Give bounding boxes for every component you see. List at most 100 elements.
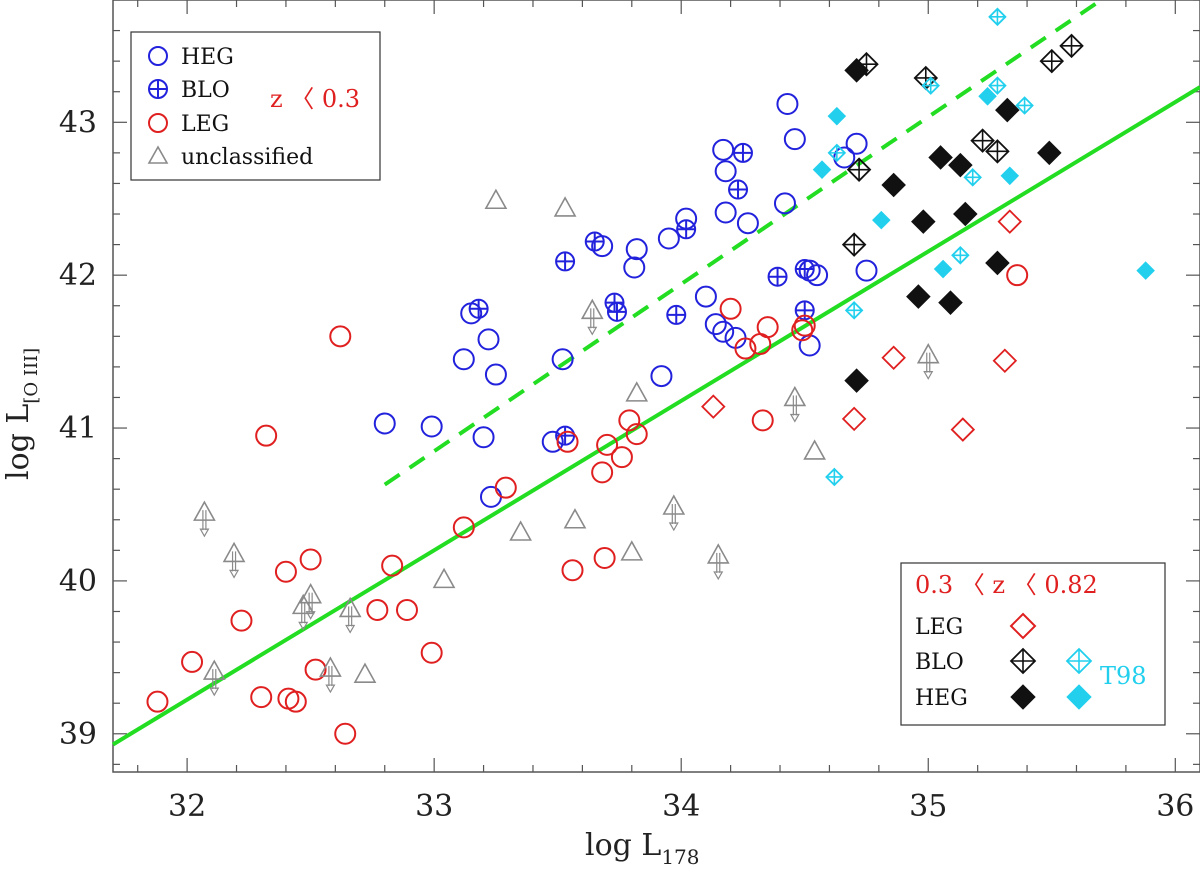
y-tick-label: 43: [59, 105, 97, 140]
legend-z-label: z 〈 0.3: [270, 85, 360, 113]
data-point: [841, 232, 867, 257]
data-point: [992, 348, 1018, 374]
data-point: [988, 7, 1007, 27]
data-point: [732, 142, 753, 163]
data-point-triangle: [291, 593, 315, 615]
data-point-triangle: [432, 567, 456, 589]
data-point-diamond: [948, 152, 973, 178]
data-point: [756, 316, 779, 339]
data-point: [477, 328, 500, 351]
data-point-diamond: [933, 259, 953, 279]
data-point: [953, 201, 978, 227]
data-point: [1039, 48, 1065, 74]
data-point-triangle: [620, 540, 644, 561]
data-point: [881, 345, 906, 370]
data-point: [855, 259, 878, 282]
upper-limit-arrow-head: [199, 528, 210, 538]
data-point: [553, 196, 577, 217]
data-point-diamond: [928, 145, 953, 170]
data-point: [193, 500, 216, 538]
series-heg-0-3-z-0-82: [844, 58, 1062, 393]
data-point: [657, 227, 680, 250]
data-point: [353, 662, 377, 683]
data-point: [798, 334, 821, 357]
upper-limit-arrow-head: [229, 569, 240, 579]
data-point: [963, 168, 982, 187]
data-point: [1006, 264, 1029, 287]
data-point-diamond: [881, 345, 906, 370]
data-point: [420, 415, 443, 438]
data-point-triangle: [202, 659, 226, 680]
data-point: [995, 97, 1020, 123]
data-point-diamond: [872, 210, 891, 230]
data-point: [928, 145, 953, 170]
data-point: [825, 467, 844, 487]
data-point-triangle: [319, 656, 342, 677]
upper-limit-arrow-head: [345, 624, 356, 634]
upper-limit-arrow-head: [209, 687, 220, 697]
upper-limit-arrow-head: [789, 413, 800, 423]
legend-unclassified-symbol: [147, 145, 169, 164]
data-points: [146, 7, 1155, 745]
data-point: [676, 219, 697, 240]
y-tick-label: 41: [59, 411, 97, 446]
data-point: [783, 385, 807, 423]
legend-leg-symbol: [148, 113, 168, 133]
data-point: [794, 259, 815, 280]
data-point: [916, 343, 940, 380]
series-unclassified-upper-limits: [193, 298, 940, 697]
data-point: [468, 298, 489, 319]
data-point: [329, 325, 352, 348]
data-point-triangle: [338, 596, 362, 618]
upper-limit-arrow-head: [587, 326, 598, 336]
data-point-diamond: [1037, 140, 1062, 166]
legend-high-leg-label: LEG: [915, 615, 963, 640]
data-point: [776, 92, 799, 115]
series-leg-0-3-z-0-82: [701, 209, 1023, 442]
data-point: [921, 76, 940, 95]
data-point: [736, 212, 759, 235]
data-point: [625, 381, 649, 402]
x-tick-label: 32: [168, 789, 206, 824]
data-point-diamond: [978, 87, 997, 106]
data-point: [701, 394, 726, 419]
data-point: [593, 546, 616, 569]
data-point: [827, 143, 847, 163]
series-unclassified: [353, 188, 826, 683]
data-point: [623, 256, 646, 279]
data-point-diamond: [701, 394, 726, 419]
data-point-diamond: [995, 97, 1020, 123]
data-point: [666, 304, 687, 325]
data-point-triangle: [222, 541, 246, 563]
data-point: [803, 439, 826, 460]
data-point: [479, 485, 502, 508]
data-point: [584, 231, 605, 252]
data-point: [381, 554, 404, 577]
data-point-triangle: [662, 494, 686, 515]
y-tick-label: 42: [59, 258, 97, 293]
data-point-diamond: [953, 201, 978, 227]
data-point-diamond: [827, 106, 847, 126]
data-point: [844, 368, 869, 393]
data-point: [783, 128, 806, 151]
data-point: [304, 658, 327, 681]
data-point: [250, 686, 273, 709]
data-point-diamond: [844, 368, 869, 393]
data-point-diamond: [844, 58, 869, 83]
legend-unclassified-label: unclassified: [181, 145, 313, 170]
legend-high-heg-label: HEG: [915, 686, 968, 711]
data-point: [938, 290, 963, 315]
data-point: [230, 609, 253, 632]
data-point: [563, 508, 587, 529]
data-point: [951, 246, 970, 265]
data-point: [767, 266, 788, 287]
data-point: [620, 540, 644, 561]
data-point: [334, 722, 357, 745]
data-point: [712, 138, 735, 161]
data-point-triangle: [706, 543, 730, 564]
data-point: [751, 409, 774, 432]
data-point-triangle: [509, 520, 532, 541]
data-point: [596, 433, 619, 456]
data-point: [202, 659, 226, 697]
data-point: [299, 548, 322, 571]
